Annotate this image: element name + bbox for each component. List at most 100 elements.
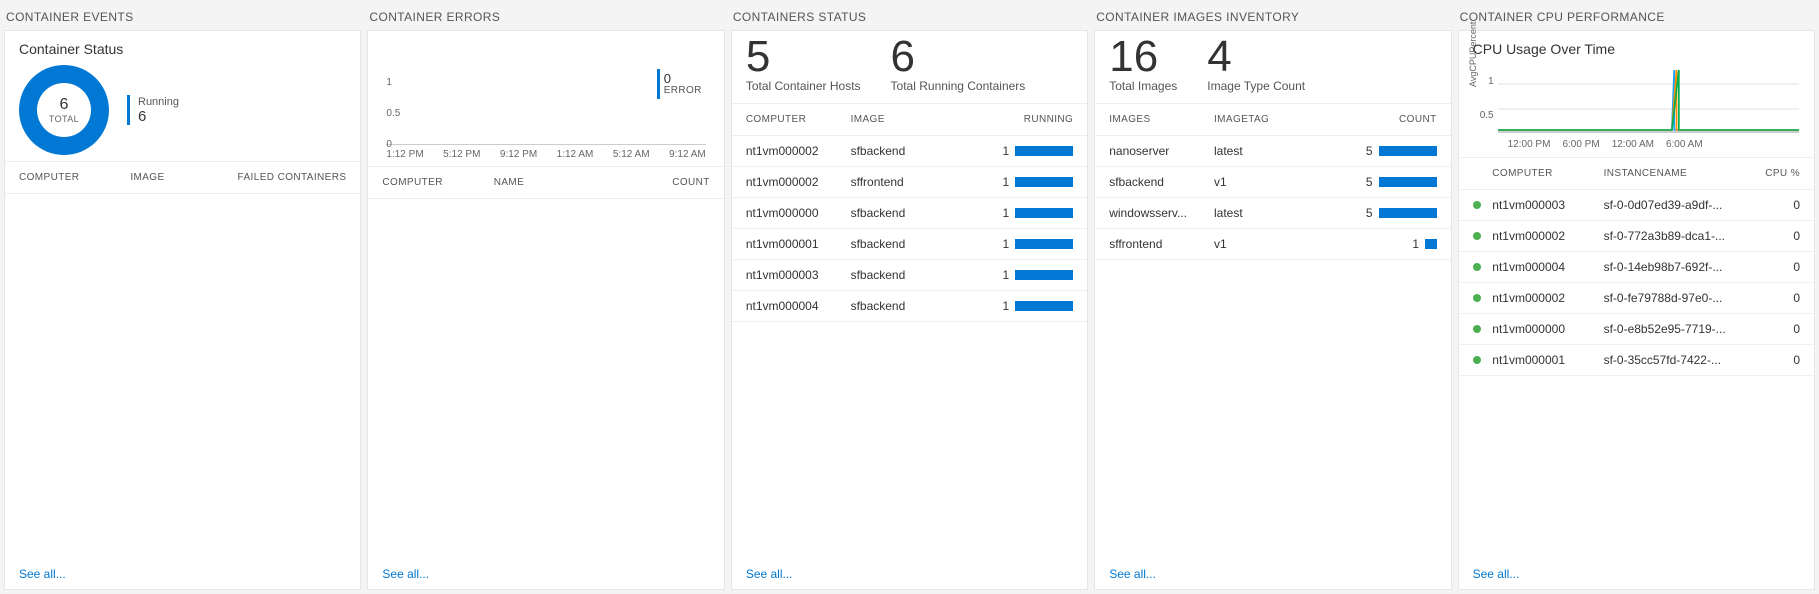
see-all-events[interactable]: See all... <box>19 567 66 581</box>
errors-xtick: 5:12 AM <box>613 149 650 160</box>
col-count: COUNT <box>1319 114 1437 125</box>
cpu-xtick: 6:00 PM <box>1562 139 1599 150</box>
col-failed: FAILED CONTAINERS <box>222 172 346 183</box>
cell-cpupct: 0 <box>1748 260 1800 274</box>
table-row[interactable]: sffrontendv11 <box>1095 229 1450 260</box>
col-status <box>1473 168 1493 179</box>
cell-computer: nt1vm000000 <box>1492 322 1603 336</box>
col-computer: COMPUTER <box>1492 168 1603 179</box>
cell-instance: sf-0-e8b52e95-7719-... <box>1604 322 1748 336</box>
status-dot-icon <box>1473 201 1481 209</box>
metric-running-value: 6 <box>891 35 1026 79</box>
cpu-xtick: 12:00 PM <box>1508 139 1551 150</box>
col-header-status: CONTAINERS STATUS <box>731 4 1088 30</box>
cell-computer: nt1vm000003 <box>746 268 851 282</box>
cpu-chart: AvgCPUPercent 1 0.5 12:00 PM <box>1473 63 1800 151</box>
cell-running: 1 <box>955 299 1073 313</box>
table-row[interactable]: nt1vm000002sfbackend1 <box>732 136 1087 167</box>
metric-total-images-label: Total Images <box>1109 79 1177 93</box>
cell-status <box>1473 325 1493 333</box>
col-images: IMAGES <box>1109 114 1214 125</box>
cpu-svg <box>1498 64 1799 134</box>
cell-images: sffrontend <box>1109 237 1214 251</box>
metric-typecount-value: 4 <box>1207 35 1305 79</box>
cpu-title: CPU Usage Over Time <box>1473 41 1800 57</box>
cell-count: 5 <box>1319 206 1437 220</box>
col-computer: COMPUTER <box>19 172 130 183</box>
table-row[interactable]: nt1vm000003sfbackend1 <box>732 260 1087 291</box>
status-dot-icon <box>1473 356 1481 364</box>
table-row[interactable]: nt1vm000000sf-0-e8b52e95-7719-...0 <box>1459 314 1814 345</box>
table-row[interactable]: nanoserverlatest5 <box>1095 136 1450 167</box>
cell-status <box>1473 294 1493 302</box>
donut-legend-bar <box>127 95 130 125</box>
col-imagetag: IMAGETAG <box>1214 114 1319 125</box>
dashboard: CONTAINER EVENTS Container Status 6 TOTA… <box>0 0 1819 594</box>
status-table-head: COMPUTER IMAGE RUNNING <box>732 103 1087 136</box>
table-row[interactable]: nt1vm000004sf-0-14eb98b7-692f-...0 <box>1459 252 1814 283</box>
status-dot-icon <box>1473 325 1481 333</box>
col-computer: COMPUTER <box>382 177 493 188</box>
errors-legend-value: 0 <box>664 72 702 85</box>
cell-cpupct: 0 <box>1748 198 1800 212</box>
cpu-table-body: nt1vm000003sf-0-0d07ed39-a9df-...0nt1vm0… <box>1459 190 1814 589</box>
cell-image: sfbackend <box>851 144 956 158</box>
cell-computer: nt1vm000002 <box>1492 229 1603 243</box>
table-row[interactable]: nt1vm000004sfbackend1 <box>732 291 1087 322</box>
cell-computer: nt1vm000002 <box>1492 291 1603 305</box>
donut-legend-label: Running <box>138 96 179 108</box>
status-table-body: nt1vm000002sfbackend1nt1vm000002sffronte… <box>732 136 1087 589</box>
cpu-ytick: 1 <box>1488 76 1494 87</box>
table-row[interactable]: windowsserv...latest5 <box>1095 198 1450 229</box>
table-row[interactable]: nt1vm000003sf-0-0d07ed39-a9df-...0 <box>1459 190 1814 221</box>
errors-xtick: 1:12 AM <box>557 149 594 160</box>
see-all-images[interactable]: See all... <box>1109 567 1156 581</box>
col-header-images: CONTAINER IMAGES INVENTORY <box>1094 4 1451 30</box>
cell-image: sffrontend <box>851 175 956 189</box>
table-row[interactable]: sfbackendv15 <box>1095 167 1450 198</box>
cell-computer: nt1vm000001 <box>1492 353 1603 367</box>
donut-chart: 6 TOTAL Running 6 <box>19 65 346 155</box>
panel-errors: 0 ERROR 1 0.5 0 1:12 PM 5:12 PM 9:12 PM <box>367 30 724 590</box>
table-row[interactable]: nt1vm000002sf-0-fe79788d-97e0-...0 <box>1459 283 1814 314</box>
cell-instance: sf-0-14eb98b7-692f-... <box>1604 260 1748 274</box>
panel-cpu: CPU Usage Over Time AvgCPUPercent 1 0.5 <box>1458 30 1815 590</box>
cell-running: 1 <box>955 268 1073 282</box>
table-row[interactable]: nt1vm000001sfbackend1 <box>732 229 1087 260</box>
errors-xtick: 9:12 PM <box>500 149 537 160</box>
status-dot-icon <box>1473 263 1481 271</box>
metric-total-images-value: 16 <box>1109 35 1177 79</box>
cell-status <box>1473 201 1493 209</box>
cell-count: 1 <box>1319 237 1437 251</box>
table-row[interactable]: nt1vm000002sffrontend1 <box>732 167 1087 198</box>
cell-status <box>1473 263 1493 271</box>
cell-status <box>1473 232 1493 240</box>
table-row[interactable]: nt1vm000002sf-0-772a3b89-dca1-...0 <box>1459 221 1814 252</box>
cell-image: sfbackend <box>851 237 956 251</box>
metric-hosts-value: 5 <box>746 35 861 79</box>
table-row[interactable]: nt1vm000000sfbackend1 <box>732 198 1087 229</box>
status-dot-icon <box>1473 232 1481 240</box>
table-row[interactable]: nt1vm000001sf-0-35cc57fd-7422-...0 <box>1459 345 1814 376</box>
col-cpupct: CPU % <box>1748 168 1800 179</box>
errors-ytick-05: 0.5 <box>386 108 705 119</box>
col-running: RUNNING <box>955 114 1073 125</box>
donut-ring: 6 TOTAL <box>19 65 109 155</box>
cell-count: 5 <box>1319 175 1437 189</box>
images-metrics: 16 Total Images 4 Image Type Count <box>1095 31 1450 103</box>
col-image: IMAGE <box>130 172 222 183</box>
cell-cpupct: 0 <box>1748 291 1800 305</box>
col-header-events: CONTAINER EVENTS <box>4 4 361 30</box>
col-computer: COMPUTER <box>746 114 851 125</box>
errors-xaxis: 1:12 PM 5:12 PM 9:12 PM 1:12 AM 5:12 AM … <box>386 149 705 160</box>
cell-computer: nt1vm000002 <box>746 175 851 189</box>
see-all-status[interactable]: See all... <box>746 567 793 581</box>
cell-imagetag: latest <box>1214 206 1319 220</box>
col-header-cpu: CONTAINER CPU PERFORMANCE <box>1458 4 1815 30</box>
see-all-errors[interactable]: See all... <box>382 567 429 581</box>
col-instance: INSTANCENAME <box>1604 168 1748 179</box>
col-image: IMAGE <box>851 114 956 125</box>
cpu-xaxis: 12:00 PM 6:00 PM 12:00 AM 6:00 AM <box>1498 139 1799 150</box>
donut-total-label: TOTAL <box>49 114 79 124</box>
see-all-cpu[interactable]: See all... <box>1473 567 1520 581</box>
